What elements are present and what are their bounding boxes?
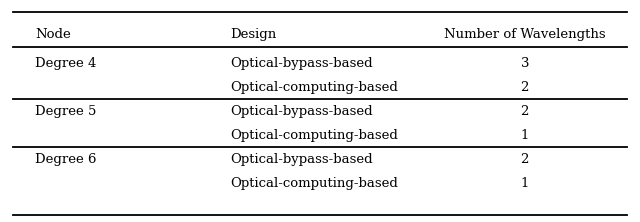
Text: Optical-computing-based: Optical-computing-based <box>230 81 398 94</box>
Text: Degree 5: Degree 5 <box>35 105 97 118</box>
Text: Number of Wavelengths: Number of Wavelengths <box>444 28 605 41</box>
Text: Node: Node <box>35 28 71 41</box>
Text: 1: 1 <box>520 177 529 190</box>
Text: Optical-bypass-based: Optical-bypass-based <box>230 153 373 166</box>
Text: 2: 2 <box>520 105 529 118</box>
Text: Optical-bypass-based: Optical-bypass-based <box>230 57 373 70</box>
Text: Optical-computing-based: Optical-computing-based <box>230 177 398 190</box>
Text: 3: 3 <box>520 57 529 70</box>
Text: 1: 1 <box>520 129 529 142</box>
Text: 2: 2 <box>520 81 529 94</box>
Text: Design: Design <box>230 28 276 41</box>
Text: Degree 6: Degree 6 <box>35 153 97 166</box>
Text: Optical-computing-based: Optical-computing-based <box>230 129 398 142</box>
Text: Optical-bypass-based: Optical-bypass-based <box>230 105 373 118</box>
Text: Degree 4: Degree 4 <box>35 57 97 70</box>
Text: 2: 2 <box>520 153 529 166</box>
